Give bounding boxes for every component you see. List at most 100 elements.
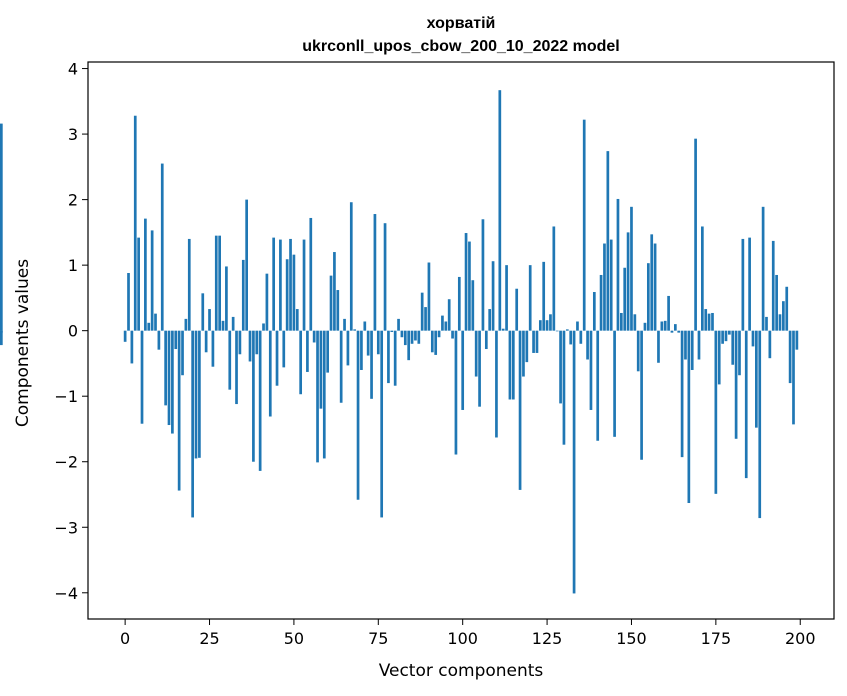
bar <box>734 330 738 439</box>
bar <box>441 315 444 331</box>
bar <box>424 307 427 331</box>
bar <box>326 330 330 373</box>
bar <box>400 330 404 338</box>
bar <box>410 330 414 344</box>
bar <box>360 330 363 370</box>
bar <box>464 233 468 331</box>
y-tick-label: 4 <box>68 60 78 79</box>
bar <box>157 330 161 350</box>
bar <box>505 265 508 331</box>
bar <box>650 234 654 331</box>
x-tick-label: 175 <box>701 629 732 648</box>
bar <box>744 330 748 479</box>
bar <box>697 330 701 360</box>
bar <box>623 267 627 331</box>
bar <box>353 329 357 331</box>
bar <box>674 324 677 331</box>
bar <box>667 295 670 331</box>
bar <box>231 316 235 331</box>
bar <box>498 90 502 331</box>
bar <box>758 330 762 519</box>
bar <box>616 198 620 331</box>
bar <box>275 330 279 386</box>
bar <box>282 330 286 368</box>
x-tick-label: 125 <box>532 629 563 648</box>
y-axis-label: Components values <box>13 259 33 427</box>
bar <box>717 330 721 385</box>
bar <box>0 123 3 331</box>
bar <box>306 330 309 372</box>
bar <box>728 330 731 335</box>
bar <box>420 292 424 331</box>
y-tick-label: −2 <box>54 453 78 472</box>
bar <box>140 330 144 424</box>
bar <box>542 261 546 331</box>
bar <box>636 330 640 372</box>
bar <box>123 330 127 342</box>
bar <box>484 330 488 350</box>
bar <box>397 318 400 331</box>
bar <box>279 239 282 331</box>
bar <box>535 330 539 353</box>
bar <box>198 330 201 458</box>
bar <box>511 330 515 400</box>
bar <box>177 330 181 491</box>
bar <box>775 274 778 331</box>
bar <box>221 320 225 331</box>
bar <box>454 330 458 455</box>
x-axis-ticks: 0 25 50 75 100 125 150 175 200 <box>120 619 816 648</box>
bar <box>150 230 154 331</box>
bar <box>417 330 421 344</box>
bar <box>609 239 613 331</box>
bar <box>147 322 151 331</box>
bar <box>565 329 569 331</box>
bar <box>235 330 238 405</box>
bar <box>167 330 171 426</box>
bar <box>272 237 276 331</box>
bar <box>653 243 657 331</box>
bar <box>549 314 552 331</box>
bar <box>461 330 465 410</box>
y-tick-label: 2 <box>68 191 78 210</box>
bar <box>211 330 215 367</box>
bar <box>768 330 772 359</box>
bar <box>268 330 272 417</box>
bar <box>336 290 340 331</box>
bar <box>370 330 373 399</box>
bar <box>373 214 377 331</box>
bar <box>434 330 438 355</box>
bar <box>248 330 252 362</box>
bar <box>579 330 583 344</box>
bar <box>680 330 684 458</box>
bar <box>684 330 687 360</box>
bar <box>329 275 333 331</box>
bar <box>592 292 596 331</box>
bar <box>660 321 664 331</box>
bar <box>613 330 616 437</box>
bar <box>771 240 775 331</box>
bar <box>174 330 178 350</box>
bar <box>569 330 573 345</box>
bar <box>238 330 242 355</box>
bar <box>322 330 326 459</box>
bar <box>559 330 562 404</box>
bar <box>154 313 157 331</box>
bar <box>208 309 211 331</box>
bar <box>160 163 164 331</box>
bar <box>228 330 232 390</box>
bar <box>471 280 475 331</box>
bar <box>262 323 265 331</box>
bar <box>495 330 498 438</box>
bar <box>444 321 448 331</box>
bar <box>214 235 218 331</box>
bar <box>755 330 758 428</box>
bar <box>508 330 512 400</box>
bar <box>343 318 346 331</box>
bar <box>316 330 319 463</box>
bar <box>782 301 785 331</box>
bar <box>0 330 3 346</box>
bar <box>187 238 191 331</box>
bar <box>545 320 549 331</box>
bar <box>518 330 522 490</box>
plot-frame <box>87 61 835 620</box>
